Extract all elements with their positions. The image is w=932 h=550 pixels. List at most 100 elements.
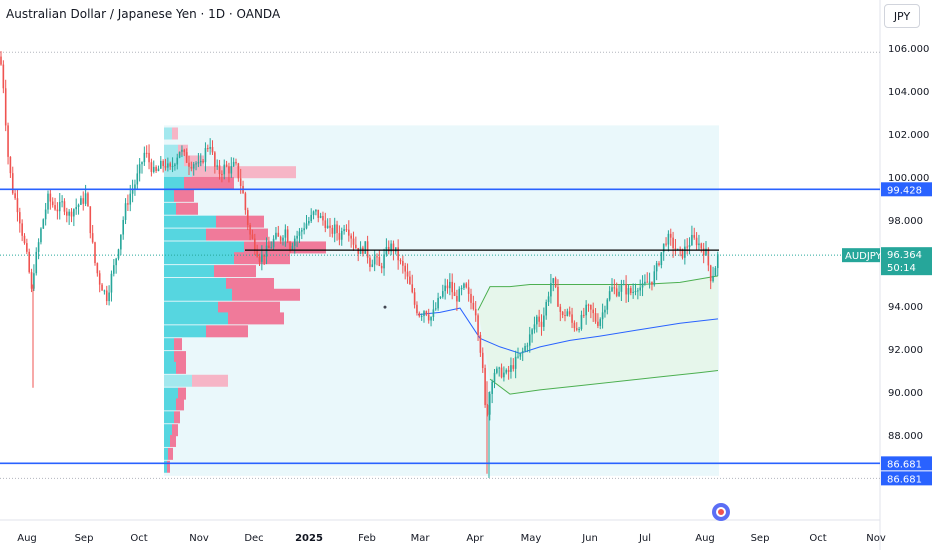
x-tick-label: Dec xyxy=(244,533,263,544)
candle-body xyxy=(30,272,33,289)
candle-body xyxy=(148,152,150,163)
candle-body xyxy=(230,166,233,174)
candle-body xyxy=(627,288,630,295)
candle-body xyxy=(185,152,188,163)
candle-body xyxy=(70,211,73,217)
candle-body xyxy=(507,369,510,372)
y-tick-label: 104.000 xyxy=(888,87,929,98)
vp-row-up xyxy=(164,447,168,460)
candle-body xyxy=(625,284,627,295)
candle-body xyxy=(28,251,30,273)
vp-row-up xyxy=(164,351,174,364)
candle-body xyxy=(192,164,195,169)
candle-body xyxy=(402,261,404,266)
vp-row-up xyxy=(164,155,184,168)
vp-row-down xyxy=(178,387,186,400)
candle-body xyxy=(651,281,653,285)
currency-button[interactable]: JPY xyxy=(884,4,920,28)
candle-body xyxy=(108,292,110,302)
candle-body xyxy=(463,283,465,288)
candle-body xyxy=(190,166,193,169)
candle-body xyxy=(270,247,273,249)
candle-body xyxy=(489,393,491,415)
candle-body xyxy=(343,229,345,231)
candle-body xyxy=(630,288,632,294)
candle-body xyxy=(124,203,127,220)
candle-body xyxy=(622,284,625,286)
candle-body xyxy=(2,64,5,89)
candle-body xyxy=(491,381,493,394)
candle-body xyxy=(667,233,670,245)
candle-body xyxy=(315,209,317,212)
candle-body xyxy=(33,273,35,289)
candle-body xyxy=(232,161,235,167)
vp-row-up xyxy=(164,325,206,338)
candle-body xyxy=(472,302,475,309)
candle-body xyxy=(526,345,529,347)
candle-body xyxy=(597,321,599,326)
candle-body xyxy=(216,165,218,167)
vp-row-up xyxy=(164,166,192,179)
vp-row-up xyxy=(164,288,232,301)
candle-body xyxy=(105,290,108,302)
candle-body xyxy=(211,147,214,153)
candle-body xyxy=(145,152,148,154)
vp-row-up xyxy=(164,228,206,241)
candle-body xyxy=(35,251,38,274)
y-tick-label: 92.000 xyxy=(888,345,923,356)
band-lower-line xyxy=(489,370,719,395)
vp-row-down xyxy=(214,265,256,278)
bar-countdown: 50:14 xyxy=(887,263,916,274)
candle-body xyxy=(157,168,160,172)
candle-body xyxy=(261,254,263,262)
candle-body xyxy=(449,281,451,289)
vp-row-down xyxy=(174,351,186,364)
candle-body xyxy=(420,316,423,318)
vp-row-down xyxy=(192,166,296,179)
candle-body xyxy=(199,161,202,163)
candle-body xyxy=(357,248,359,254)
candle-body xyxy=(171,165,174,167)
candle-body xyxy=(101,284,103,291)
candle-body xyxy=(82,198,85,204)
candle-body xyxy=(195,163,197,165)
candle-body xyxy=(460,287,463,289)
y-tick-label: 102.000 xyxy=(888,130,929,141)
candle-body xyxy=(559,306,562,312)
candle-body xyxy=(698,243,700,246)
candle-body xyxy=(481,352,484,368)
candle-body xyxy=(404,265,406,272)
candle-body xyxy=(246,210,249,226)
vp-row-up xyxy=(164,252,234,265)
vp-row-up xyxy=(164,361,176,374)
candle-body xyxy=(117,249,120,259)
level-price-tag-label: 86.681 xyxy=(887,474,922,485)
candle-body xyxy=(329,225,331,228)
candle-body xyxy=(620,284,623,292)
candle-body xyxy=(392,243,395,252)
vp-row-up xyxy=(164,338,174,351)
candle-body xyxy=(397,247,399,261)
candle-body xyxy=(9,156,12,174)
candle-body xyxy=(406,271,409,277)
candle-body xyxy=(615,288,618,296)
candle-body xyxy=(58,201,61,212)
x-tick-label: Sep xyxy=(751,533,770,544)
last-price-tag xyxy=(881,247,932,276)
vp-row-down xyxy=(228,312,284,325)
candle-body xyxy=(554,278,557,287)
candle-body xyxy=(641,283,644,288)
y-tick-label: 98.000 xyxy=(888,216,923,227)
candle-body xyxy=(413,292,416,305)
candle-body xyxy=(662,243,665,253)
candle-body xyxy=(127,203,129,205)
candle-body xyxy=(604,309,606,313)
candle-body xyxy=(573,322,576,329)
candle-body xyxy=(599,319,602,326)
candle-body xyxy=(540,321,543,327)
candle-body xyxy=(395,247,397,252)
candle-body xyxy=(4,88,7,126)
y-tick-label: 106.000 xyxy=(888,44,929,55)
candle-body xyxy=(214,152,216,167)
